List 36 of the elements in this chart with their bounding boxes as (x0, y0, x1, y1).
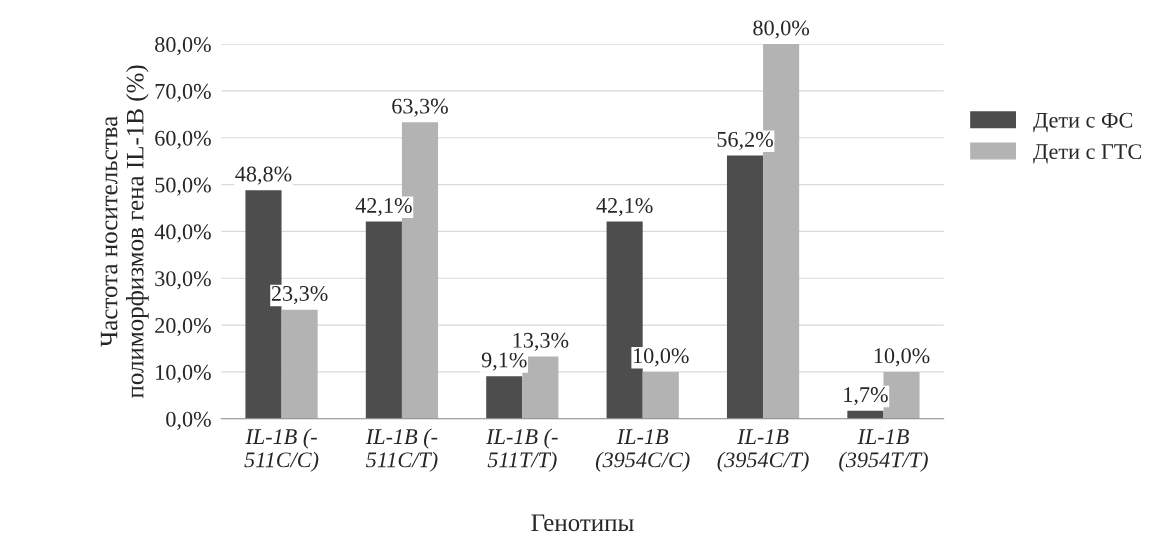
data-label: 48,8% (235, 166, 292, 185)
y-axis-title: Частота носительства полиморфизмов гена IL-1B (%) (100, 65, 149, 399)
data-label: 63,3% (392, 98, 448, 117)
legend-label: Дети с ГТС (1033, 144, 1141, 164)
x-tick-label: IL-1B (- 511T/T) (486, 428, 558, 472)
x-axis-title: Генотипы (531, 514, 634, 532)
bar (365, 221, 402, 419)
x-tick-label: IL-1B (- 511C/C) (244, 428, 319, 472)
data-label: 10,0% (634, 348, 689, 367)
x-tick-label: IL-1B (3954T/T) (839, 429, 928, 472)
data-label: 9,1% (481, 352, 527, 371)
bar (726, 155, 764, 419)
data-label: 13,3% (513, 332, 569, 351)
data-label: 1,7% (844, 387, 888, 406)
y-tick-label: 30,0% (155, 271, 211, 290)
bar (281, 309, 318, 419)
legend-label: Дети с ФС (1033, 112, 1133, 133)
data-label: 80,0% (753, 20, 810, 39)
y-tick-label: 0,0% (166, 411, 211, 430)
y-tick-label: 60,0% (155, 130, 211, 149)
data-label: 23,3% (271, 285, 328, 305)
x-tick-label: IL-1B (3954C/C) (595, 429, 690, 472)
bar (642, 371, 679, 419)
x-tick-label: IL-1B (- 511C/T) (365, 428, 438, 472)
data-label: 56,2% (717, 131, 773, 151)
data-label: 10,0% (874, 348, 930, 367)
y-tick-label: 20,0% (155, 318, 211, 337)
y-tick-label: 80,0% (155, 37, 211, 56)
y-tick-label: 10,0% (156, 364, 211, 384)
data-label: 42,1% (355, 197, 412, 217)
y-tick-label: 50,0% (155, 177, 211, 196)
data-label: 42,1% (596, 197, 653, 217)
y-tick-label: 40,0% (154, 224, 211, 243)
bar (486, 376, 523, 419)
y-tick-label: 70,0% (155, 83, 211, 103)
x-tick-label: IL-1B (3954C/T) (717, 429, 809, 472)
